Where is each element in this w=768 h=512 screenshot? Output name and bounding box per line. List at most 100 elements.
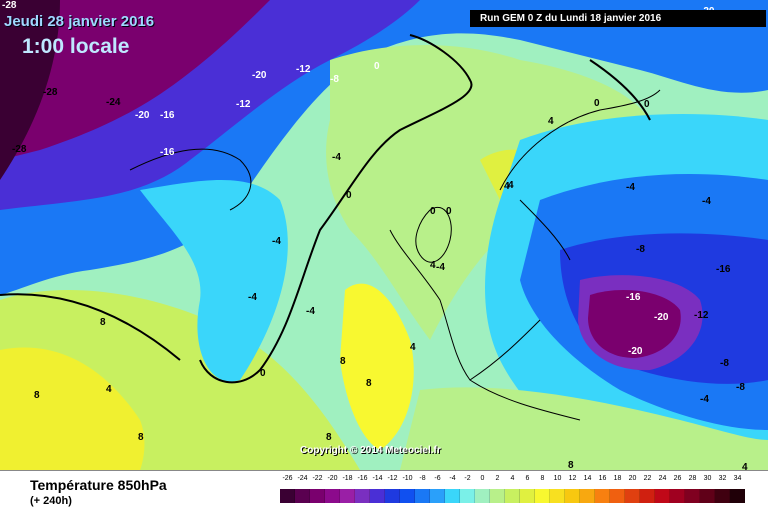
coastline-europe <box>389 207 581 421</box>
legend-tick-label: -18 <box>342 475 353 482</box>
isotherm-label: -4 <box>626 182 635 193</box>
isotherm-label: 4 <box>430 260 436 271</box>
legend-tick-label: 22 <box>643 475 652 482</box>
warm-zone-mediterranean <box>400 387 768 470</box>
legend-ticks: -26 -24 -22 -20 -18 -16 -14 -12 -10 -8 -6 -4 -2 0 2 4 6 8… <box>280 475 745 487</box>
zero-isotherm <box>0 34 651 384</box>
legend-color-cell <box>595 489 610 503</box>
isotherm-label: -20 <box>252 70 267 81</box>
isotherm-label: -4 <box>436 262 445 273</box>
legend-color-cell <box>700 489 715 503</box>
legend-color-cell <box>580 489 595 503</box>
cyan-tongue-atlantic <box>140 180 288 382</box>
isotherm-label: 0 <box>260 368 266 379</box>
legend-tick-label: -12 <box>387 475 398 482</box>
isotherm-label: 4 <box>742 462 748 470</box>
coastline-scandinavia <box>499 89 661 261</box>
legend-tick-label: 18 <box>613 475 622 482</box>
legend-tick-label: -4 <box>449 475 456 482</box>
green-zone-north <box>326 45 650 340</box>
legend-color-cell <box>670 489 685 503</box>
legend-tick-label: -16 <box>357 475 368 482</box>
isotherm-label: 8 <box>326 432 332 443</box>
isotherm-label: -16 <box>716 264 731 275</box>
isotherm-label: -8 <box>736 382 745 393</box>
legend-tick-label: 14 <box>583 475 592 482</box>
legend-tick-label: -8 <box>419 475 426 482</box>
forecast-hour: (+ 240h) <box>30 495 72 507</box>
legend-tick-label: 10 <box>553 475 562 482</box>
legend-tick-label: -14 <box>372 475 383 482</box>
isotherm-label: -24 <box>106 97 121 108</box>
isotherm-label: -28 <box>43 87 58 98</box>
legend-color-cell <box>280 489 295 503</box>
cold-zone-deep <box>0 0 60 180</box>
legend-color-cell <box>550 489 565 503</box>
legend-color-cell <box>460 489 475 503</box>
cold-zone-greenland <box>0 0 270 160</box>
legend-tick-label: 24 <box>658 475 667 482</box>
isotherm-label: -4 <box>306 306 315 317</box>
legend-color-cell <box>640 489 655 503</box>
isotherm-label: -8 <box>720 358 729 369</box>
legend-tick-label: 20 <box>628 475 637 482</box>
legend-color-cell <box>625 489 640 503</box>
isotherm-label: 0 <box>430 206 436 217</box>
isotherm-label: -16 <box>626 292 641 303</box>
forecast-date: Jeudi 28 janvier 2016 <box>4 13 155 30</box>
isotherm-label: 0 <box>446 206 452 217</box>
isotherm-label: -12 <box>694 310 709 321</box>
isotherm-label: 8 <box>100 317 106 328</box>
legend-color-cell <box>490 489 505 503</box>
legend-tick-label: -10 <box>402 475 413 482</box>
isotherm-label: -4 <box>700 394 709 405</box>
legend-color-cell <box>565 489 580 503</box>
legend-color-cell <box>535 489 550 503</box>
isotherm-label: 4 <box>508 180 514 191</box>
coastline-greenland <box>129 148 252 211</box>
legend-color-cell <box>505 489 520 503</box>
legend-color-cell <box>520 489 535 503</box>
legend-tick-label: 34 <box>733 475 742 482</box>
legend-tick-label: 2 <box>495 475 500 482</box>
cold-core-east <box>588 290 681 358</box>
legend-color-cell <box>295 489 310 503</box>
isotherm-label: -4 <box>702 196 711 207</box>
isotherm-label: -4 <box>272 236 281 247</box>
isotherm-label: -12 <box>236 99 251 110</box>
legend-tick-label: 16 <box>598 475 607 482</box>
isotherm-label: 8 <box>366 378 372 389</box>
legend-tick-label: 26 <box>673 475 682 482</box>
legend-tick-label: 6 <box>525 475 530 482</box>
legend-tick-label: 8 <box>540 475 545 482</box>
legend-tick-label: 4 <box>510 475 515 482</box>
legend-color-cell <box>610 489 625 503</box>
legend-color-cell <box>310 489 325 503</box>
isotherm-label: 0 <box>346 190 352 201</box>
legend-tick-label: -2 <box>464 475 471 482</box>
legend-color-cell <box>400 489 415 503</box>
model-run-info: Run GEM 0 Z du Lundi 18 janvier 2016 <box>470 10 766 27</box>
legend-tick-label: -20 <box>327 475 338 482</box>
map-footer: Température 850hPa (+ 240h) -26 -24 -22 -20… <box>0 470 768 512</box>
isotherm-label: 8 <box>138 432 144 443</box>
isotherm-label: 8 <box>568 460 574 470</box>
isotherm-label: -4 <box>248 292 257 303</box>
isotherm-label: 4 <box>410 342 416 353</box>
isotherm-label: -20 <box>654 312 669 323</box>
isotherm-label: -12 <box>296 64 311 75</box>
parameter-title: Température 850hPa <box>30 477 167 493</box>
isotherm-label: 8 <box>340 356 346 367</box>
isotherm-label: 4 <box>504 181 510 192</box>
isotherm-label: -20 <box>135 110 150 121</box>
legend-color-cell <box>475 489 490 503</box>
color-legend: -26 -24 -22 -20 -18 -16 -14 -12 -10 -8 -6 -4 -2 0 2 4 6 8… <box>280 475 745 509</box>
legend-tick-label: -24 <box>297 475 308 482</box>
legend-tick-label: 28 <box>688 475 697 482</box>
temperature-map: -28 -24 -20 -20 -16 -16 -12 -12 -8 -28 0… <box>0 0 768 470</box>
legend-color-cell <box>355 489 370 503</box>
isotherm-label: -16 <box>160 110 175 121</box>
legend-color-cell <box>730 489 745 503</box>
isotherm-label: -8 <box>330 74 339 85</box>
